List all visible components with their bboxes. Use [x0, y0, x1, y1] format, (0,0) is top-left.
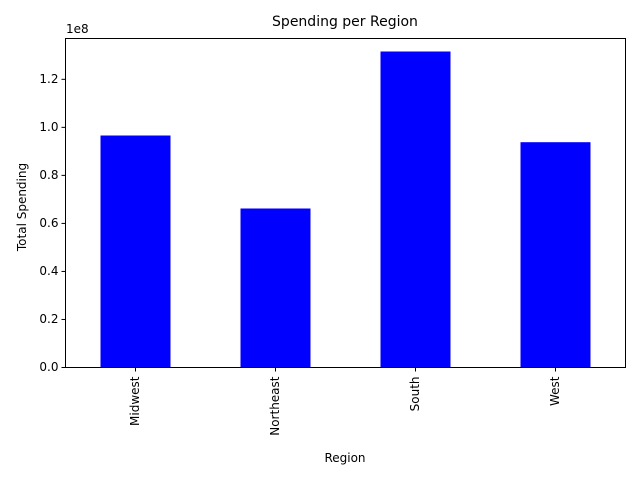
x-ticks-layer: Midwest Northeast South West — [128, 367, 562, 436]
chart-title: Spending per Region — [272, 14, 418, 30]
bar-south — [380, 51, 451, 368]
y-tick-label: 0.6 — [39, 216, 58, 230]
bar-west — [520, 142, 591, 368]
y-tick-label: 0.4 — [39, 264, 58, 278]
y-tick-label: 0.0 — [39, 360, 58, 374]
y-axis-label: Total Spending — [15, 163, 29, 252]
y-scale-label: 1e8 — [66, 22, 89, 36]
bar-northeast — [240, 208, 311, 368]
x-tick-label: South — [408, 377, 422, 412]
x-tick-label: West — [548, 376, 562, 406]
y-tick-label: 0.8 — [39, 168, 58, 182]
bar-midwest — [100, 135, 171, 368]
x-axis-label: Region — [324, 451, 365, 465]
y-ticks-layer: 0.0 0.2 0.4 0.6 0.8 1.0 1.2 — [39, 72, 66, 374]
x-tick-label: Midwest — [128, 376, 142, 426]
y-tick-label: 1.2 — [39, 72, 58, 86]
y-tick-label: 0.2 — [39, 312, 58, 326]
x-tick-label: Northeast — [268, 376, 282, 436]
y-tick-label: 1.0 — [39, 120, 58, 134]
bars-layer — [100, 51, 591, 368]
plot-frame — [65, 38, 626, 368]
